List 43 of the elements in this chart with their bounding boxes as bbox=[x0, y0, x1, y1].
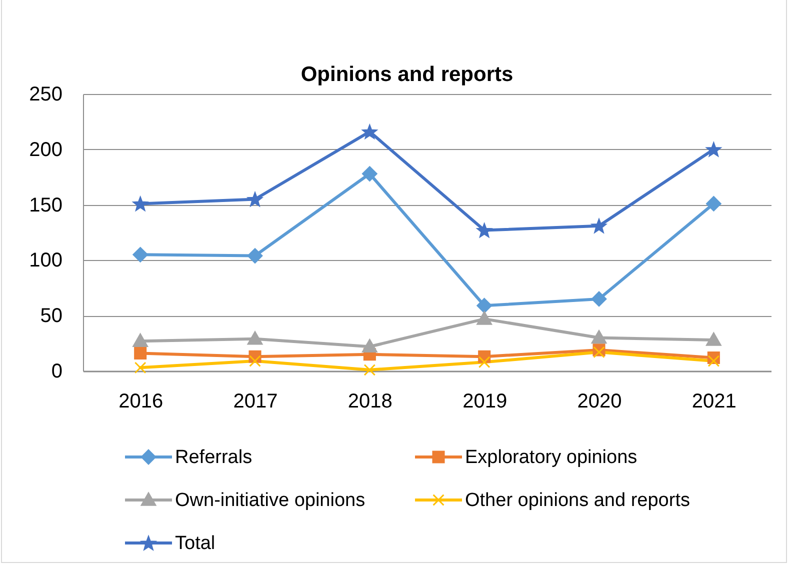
x-tick-label: 2021 bbox=[692, 390, 736, 412]
point bbox=[478, 356, 490, 368]
point bbox=[706, 332, 722, 346]
point bbox=[593, 346, 605, 358]
point bbox=[362, 166, 378, 182]
legend-label: Referrals bbox=[175, 447, 252, 468]
point bbox=[591, 330, 607, 344]
x-tick-label: 2018 bbox=[348, 390, 392, 412]
point bbox=[134, 347, 147, 360]
legend-label: Exploratory opinions bbox=[465, 447, 638, 468]
legend-label: Total bbox=[175, 533, 216, 554]
chart-title: Opinions and reports bbox=[300, 63, 514, 86]
point bbox=[362, 124, 377, 139]
point bbox=[249, 355, 261, 367]
point bbox=[364, 364, 376, 376]
legend-label: Other opinions and reports bbox=[465, 490, 690, 511]
legend-label: Own-initiative opinions bbox=[175, 490, 366, 511]
point bbox=[706, 142, 721, 156]
x-tick-label: 2016 bbox=[118, 390, 164, 412]
point bbox=[247, 331, 263, 345]
point bbox=[591, 291, 607, 307]
point bbox=[247, 248, 263, 264]
y-tick-label: 200 bbox=[29, 138, 62, 161]
y-tick-label: 250 bbox=[29, 84, 62, 106]
point bbox=[708, 355, 720, 367]
x-tick-label: 2019 bbox=[462, 390, 508, 412]
point bbox=[134, 362, 146, 374]
y-tick-label: 150 bbox=[29, 194, 62, 216]
point bbox=[706, 196, 722, 212]
point bbox=[592, 218, 606, 233]
point bbox=[132, 247, 148, 262]
point bbox=[362, 338, 378, 353]
point bbox=[476, 298, 492, 314]
y-tick-label: 0 bbox=[51, 360, 62, 382]
x-tick-label: 2020 bbox=[577, 390, 622, 412]
point bbox=[132, 333, 148, 348]
point bbox=[133, 196, 148, 211]
y-tick-label: 100 bbox=[29, 250, 62, 272]
y-tick-label: 50 bbox=[40, 305, 62, 328]
point bbox=[248, 192, 262, 206]
x-tick-label: 2017 bbox=[233, 390, 278, 412]
point bbox=[476, 311, 492, 325]
point bbox=[477, 223, 492, 238]
